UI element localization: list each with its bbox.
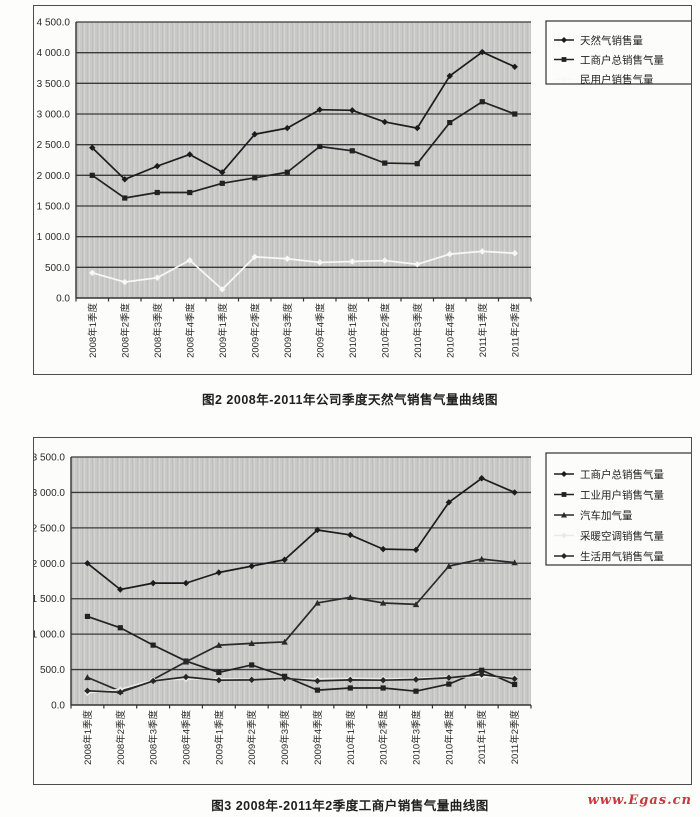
svg-text:2010年4季度: 2010年4季度 [444, 303, 456, 358]
svg-text:2009年1季度: 2009年1季度 [217, 303, 229, 358]
svg-text:3 000.0: 3 000.0 [34, 488, 65, 499]
svg-text:2008年3季度: 2008年3季度 [148, 710, 160, 765]
axes [75, 22, 532, 302]
svg-text:2009年4季度: 2009年4季度 [314, 303, 326, 358]
svg-text:采暖空调销售气量: 采暖空调销售气量 [580, 529, 664, 542]
svg-text:2011年2季度: 2011年2季度 [509, 710, 521, 765]
svg-text:0.0: 0.0 [56, 294, 70, 305]
figure-2-caption: 图2 2008年-2011年公司季度天然气销售气量曲线图 [201, 393, 498, 407]
figure-3-frame: 0.0 500.0 1 000.0 1 500.0 2 000.0 2 500.0 3 00… [32, 437, 693, 785]
svg-text:3 500.0: 3 500.0 [37, 79, 71, 90]
svg-text:天然气销售量: 天然气销售量 [580, 34, 643, 47]
svg-text:工商户总销售气量: 工商户总销售气量 [580, 53, 664, 66]
svg-text:500.0: 500.0 [40, 665, 65, 676]
svg-text:2008年3季度: 2008年3季度 [152, 303, 164, 358]
series-line-1 [89, 99, 518, 201]
svg-text:3 000.0: 3 000.0 [37, 110, 71, 121]
svg-text:2009年3季度: 2009年3季度 [279, 710, 291, 765]
gridlines [76, 21, 531, 268]
axes [70, 457, 532, 709]
svg-text:2008年2季度: 2008年2季度 [115, 710, 127, 765]
svg-text:民用户销售气量: 民用户销售气量 [580, 73, 654, 86]
svg-text:4 000.0: 4 000.0 [37, 48, 71, 59]
svg-text:0.0: 0.0 [51, 701, 65, 712]
figure-2-frame: 0.0 500.0 1 000.0 1 500.0 2 000.0 2 500.0 3 00… [33, 5, 693, 375]
svg-text:4 500.0: 4 500.0 [37, 18, 71, 29]
svg-text:1 000.0: 1 000.0 [37, 232, 71, 243]
figure-3-line-chart: 0.0 500.0 1 000.0 1 500.0 2 000.0 2 500.0 3 00… [32, 452, 693, 765]
y-axis-tick-labels: 0.0 500.0 1 000.0 1 500.0 2 000.0 2 500.0 3 00… [37, 18, 71, 305]
svg-text:2009年1季度: 2009年1季度 [213, 710, 225, 765]
svg-text:2009年2季度: 2009年2季度 [249, 303, 261, 358]
svg-text:2008年2季度: 2008年2季度 [119, 303, 131, 358]
svg-text:生活用气销售气量: 生活用气销售气量 [580, 550, 664, 563]
svg-text:3 500.0: 3 500.0 [34, 453, 65, 464]
svg-text:2008年4季度: 2008年4季度 [184, 303, 196, 358]
y-axis-tick-labels: 0.0 500.0 1 000.0 1 500.0 2 000.0 2 500.0 3 00… [32, 453, 66, 712]
series-line-2 [89, 248, 518, 293]
svg-text:2011年2季度: 2011年2季度 [509, 303, 521, 358]
svg-text:1 000.0: 1 000.0 [34, 630, 65, 641]
svg-text:2010年3季度: 2010年3季度 [411, 710, 423, 765]
svg-text:2009年2季度: 2009年2季度 [246, 710, 258, 765]
svg-text:2009年4季度: 2009年4季度 [312, 710, 324, 765]
x-axis-tick-labels: 2008年1季度 2008年2季度 2008年3季度 2008年4季度 2009年1季度… [82, 710, 521, 765]
svg-text:2010年2季度: 2010年2季度 [378, 710, 390, 765]
svg-text:2 000.0: 2 000.0 [34, 559, 65, 570]
svg-text:2009年3季度: 2009年3季度 [282, 303, 294, 358]
svg-text:2010年1季度: 2010年1季度 [345, 710, 357, 765]
svg-text:2010年1季度: 2010年1季度 [347, 303, 359, 358]
svg-text:2010年3季度: 2010年3季度 [412, 303, 424, 358]
figure-3-caption: 图3 2008年-2011年2季度工商户销售气量曲线图 [211, 799, 489, 813]
svg-text:2008年4季度: 2008年4季度 [181, 710, 193, 765]
plot-area [71, 457, 531, 705]
svg-text:工业用户销售气量: 工业用户销售气量 [580, 488, 664, 501]
svg-text:2 500.0: 2 500.0 [37, 140, 71, 151]
watermark: www.Egas.cn [587, 793, 692, 808]
svg-text:2008年1季度: 2008年1季度 [87, 303, 99, 358]
svg-text:2010年4季度: 2010年4季度 [443, 710, 455, 765]
figure-2-line-chart: 0.0 500.0 1 000.0 1 500.0 2 000.0 2 500.0 3 00… [37, 18, 693, 358]
gridlines [71, 456, 531, 671]
svg-text:2 500.0: 2 500.0 [34, 523, 65, 534]
svg-text:汽车加气量: 汽车加气量 [580, 509, 633, 522]
svg-text:1 500.0: 1 500.0 [37, 202, 71, 213]
svg-text:2011年1季度: 2011年1季度 [476, 710, 488, 765]
svg-text:2010年2季度: 2010年2季度 [379, 303, 391, 358]
series-line-0 [89, 48, 518, 183]
x-axis-tick-labels: 2008年1季度 2008年2季度 2008年3季度 2008年4季度 2009年1季度… [87, 303, 522, 358]
svg-text:1 500.0: 1 500.0 [34, 594, 65, 605]
svg-text:2011年1季度: 2011年1季度 [477, 303, 489, 358]
svg-text:2008年1季度: 2008年1季度 [82, 710, 94, 765]
series-line-2 [84, 555, 518, 694]
svg-text:2 000.0: 2 000.0 [37, 171, 71, 182]
svg-text:500.0: 500.0 [45, 263, 70, 274]
svg-text:工商户总销售气量: 工商户总销售气量 [580, 468, 664, 481]
